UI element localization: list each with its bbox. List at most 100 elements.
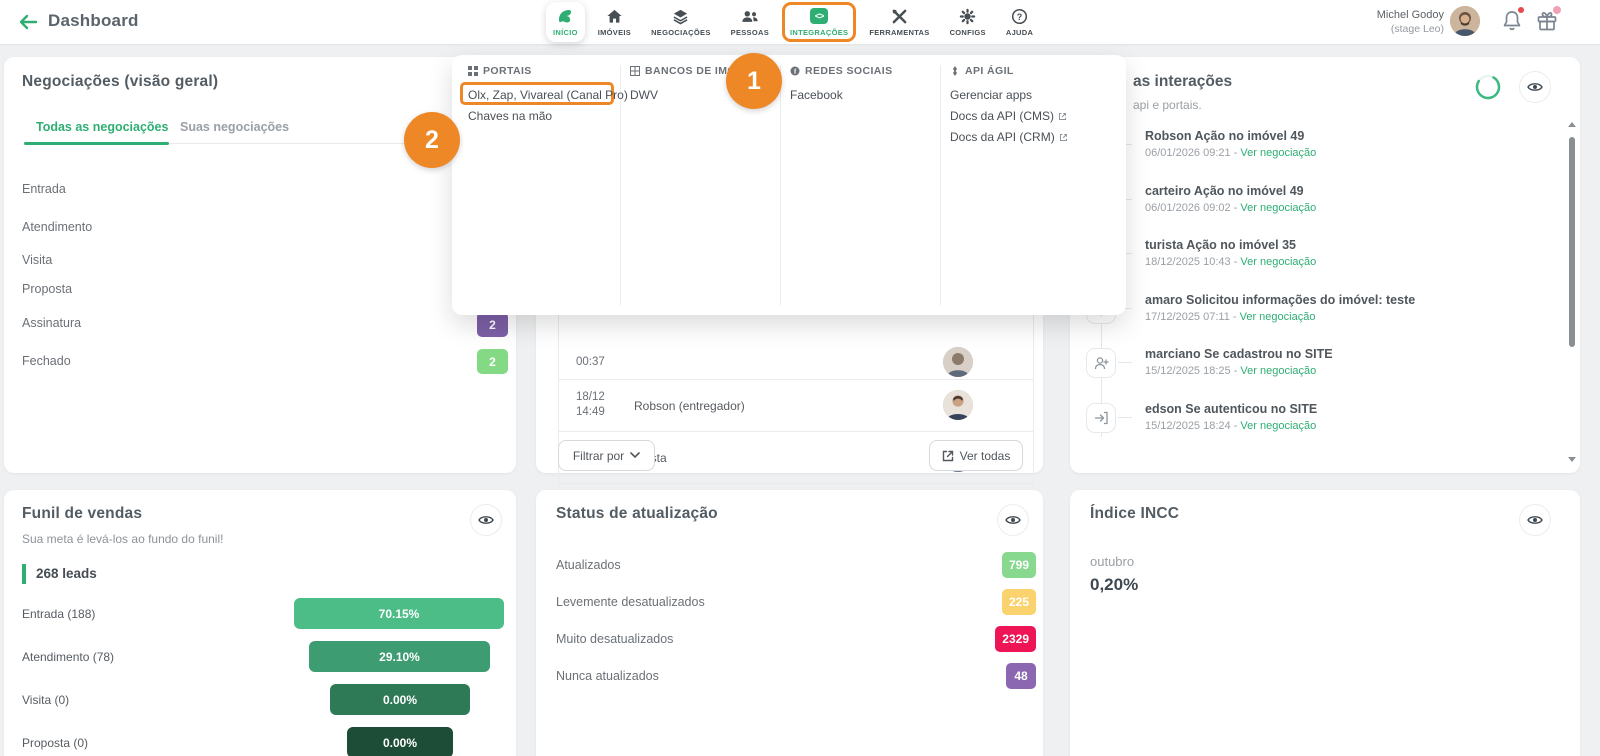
active-tab-underline (24, 142, 169, 145)
funnel-stage-bar[interactable]: 70.15% (294, 598, 504, 629)
nav-item-integracoes[interactable]: <> INTEGRAÇÕES (782, 2, 857, 42)
fechado-count-badge[interactable]: 2 (477, 349, 508, 374)
status-count-badge[interactable]: 225 (1001, 589, 1036, 615)
menu-item-olx-zap-vivareal[interactable]: Olx, Zap, Vivareal (Canal Pro) (468, 88, 628, 102)
tab-your-negotiations[interactable]: Suas negociações (180, 120, 290, 134)
interaction-title: Robson Ação no imóvel 49 (1145, 129, 1305, 143)
interaction-datetime: 06/01/2026 09:02 - (1145, 202, 1241, 214)
funnel-stage-bar[interactable]: 0.00% (347, 727, 453, 756)
interaction-item[interactable]: edson Se autenticou no SITE 15/12/2025 1… (1070, 401, 1580, 451)
nav-item-pessoas[interactable]: PESSOAS (724, 2, 776, 42)
user-avatar[interactable] (1450, 6, 1480, 36)
view-negotiation-link[interactable]: Ver negociação (1240, 365, 1317, 377)
menu-section-api-agil: API ÁGIL (950, 65, 1014, 77)
status-count-badge[interactable]: 48 (1006, 663, 1036, 689)
page-title: Dashboard (48, 11, 139, 30)
menu-section-portais: PORTAIS (468, 65, 532, 77)
filter-by-button[interactable]: Filtrar por (558, 440, 655, 471)
facebook-icon: f (790, 66, 800, 76)
login-icon (1086, 403, 1116, 433)
interactions-panel: as interações api e portais. Robson Ação… (1070, 57, 1580, 473)
table-row[interactable]: 00:37 (559, 300, 1033, 380)
view-negotiation-link[interactable]: Ver negociação (1240, 256, 1317, 268)
menu-item-gerenciar-apps[interactable]: Gerenciar apps (950, 88, 1033, 102)
gear-icon (958, 7, 978, 25)
status-count-badge[interactable]: 2329 (995, 626, 1036, 652)
scrollbar-thumb[interactable] (1569, 137, 1575, 347)
nav-item-configs[interactable]: CONFIGS (943, 2, 993, 42)
funnel-stage-bar[interactable]: 29.10% (309, 641, 490, 672)
layers-icon (671, 7, 691, 25)
interaction-item[interactable]: carteiro Ação no imóvel 49 06/01/2026 09… (1070, 183, 1580, 233)
bell-notification-dot (1518, 7, 1524, 13)
app-logo-icon (555, 7, 575, 25)
notifications-bell-icon[interactable] (1501, 7, 1524, 33)
question-icon: ? (1010, 7, 1030, 25)
view-negotiation-link[interactable]: Ver negociação (1239, 311, 1316, 323)
avatar (943, 347, 973, 377)
funnel-stage-bar[interactable]: 0.00% (330, 684, 470, 715)
interaction-item[interactable]: turista Ação no imóvel 35 18/12/2025 10:… (1070, 237, 1580, 287)
avatar (943, 390, 973, 420)
nav-item-negociacoes[interactable]: NEGOCIAÇÕES (644, 2, 718, 42)
stage-row-proposta: Proposta (22, 282, 73, 296)
nav-item-inicio[interactable]: INÍCIO (546, 2, 585, 42)
interaction-item[interactable]: Robson Ação no imóvel 49 06/01/2026 09:2… (1070, 128, 1580, 178)
menu-item-docs-api-cms[interactable]: Docs da API (CMS) (950, 109, 1067, 123)
interaction-title: marciano Se cadastrou no SITE (1145, 347, 1333, 361)
external-link-icon (1059, 133, 1067, 141)
interaction-item[interactable]: marciano Se cadastrou no SITE 15/12/2025… (1070, 346, 1580, 396)
assinatura-count-badge[interactable]: 2 (477, 312, 508, 337)
table-row[interactable]: 18/12 14:49 Robson (entregador) (559, 380, 1033, 432)
eye-icon (478, 516, 494, 524)
interactions-subtitle: api e portais. (1133, 98, 1202, 112)
visibility-toggle-button[interactable] (1519, 504, 1551, 536)
incc-month: outubro (1090, 554, 1135, 569)
view-negotiation-link[interactable]: Ver negociação (1240, 147, 1317, 159)
activity-date: 18/12 (576, 391, 605, 403)
scroll-up-arrow[interactable] (1568, 122, 1576, 127)
tab-all-negotiations[interactable]: Todas as negociações (36, 120, 169, 134)
stage-row-fechado: Fechado (22, 354, 71, 368)
integrations-dropdown-menu: PORTAIS Olx, Zap, Vivareal (Canal Pro) C… (452, 55, 1126, 315)
menu-item-dwv[interactable]: DWV (630, 88, 658, 102)
highlight-box-olx-zap-vivareal (460, 82, 614, 105)
visibility-toggle-button[interactable] (470, 504, 502, 536)
status-row-label: Atualizados (556, 558, 621, 572)
scroll-down-arrow[interactable] (1568, 457, 1576, 462)
annotation-step-1: 1 (726, 53, 782, 109)
gift-icon[interactable] (1535, 6, 1561, 33)
interaction-datetime: 15/12/2025 18:24 - (1145, 420, 1241, 432)
view-negotiation-link[interactable]: Ver negociação (1240, 202, 1317, 214)
back-arrow-icon[interactable] (16, 10, 40, 34)
stage-row-entrada: Entrada (22, 182, 66, 196)
nav-item-ajuda[interactable]: ? AJUDA (999, 2, 1040, 42)
grid-icon (468, 66, 478, 76)
eye-icon (1527, 516, 1543, 524)
status-row-label: Muito desatualizados (556, 632, 674, 646)
nav-item-ferramentas[interactable]: FERRAMENTAS (862, 2, 936, 42)
chevron-down-icon (630, 452, 640, 459)
menu-item-chaves-na-mao[interactable]: Chaves na mão (468, 109, 553, 123)
nav-item-imoveis[interactable]: IMÓVEIS (591, 2, 638, 42)
svg-text:?: ? (1017, 11, 1022, 21)
interaction-item[interactable]: amaro Solicitou informações do imóvel: t… (1070, 292, 1580, 342)
menu-item-facebook[interactable]: Facebook (790, 88, 843, 102)
visibility-toggle-button[interactable] (997, 504, 1029, 536)
user-subtitle: (stage Leo) (1390, 23, 1444, 35)
view-all-label: Ver todas (959, 448, 1011, 463)
interaction-datetime: 18/12/2025 10:43 - (1145, 256, 1241, 268)
status-row-label: Nunca atualizados (556, 669, 659, 683)
house-icon (604, 7, 624, 25)
external-link-icon (942, 450, 953, 461)
funnel-stage-label: Visita (0) (22, 693, 70, 707)
visibility-toggle-button[interactable] (1519, 71, 1551, 103)
status-count-badge[interactable]: 799 (1001, 552, 1036, 578)
status-title: Status de atualização (556, 505, 718, 522)
view-negotiation-link[interactable]: Ver negociação (1240, 420, 1317, 432)
menu-item-docs-api-crm[interactable]: Docs da API (CRM) (950, 130, 1068, 144)
user-info[interactable]: Michel Godoy (stage Leo) (1352, 8, 1444, 36)
external-link-icon (1059, 112, 1067, 120)
integrations-code-icon: <> (809, 7, 829, 25)
view-all-button[interactable]: Ver todas (929, 440, 1023, 471)
